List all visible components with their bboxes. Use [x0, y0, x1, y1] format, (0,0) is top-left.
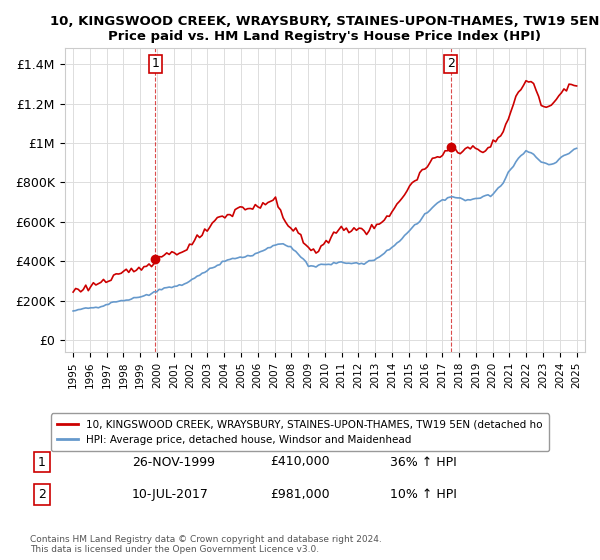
Text: 10% ↑ HPI: 10% ↑ HPI	[390, 488, 457, 501]
Text: 10-JUL-2017: 10-JUL-2017	[132, 488, 209, 501]
Text: 26-NOV-1999: 26-NOV-1999	[132, 455, 215, 469]
Text: 1: 1	[38, 455, 46, 469]
Text: 2: 2	[38, 488, 46, 501]
Text: £981,000: £981,000	[270, 488, 329, 501]
Text: Contains HM Land Registry data © Crown copyright and database right 2024.
This d: Contains HM Land Registry data © Crown c…	[30, 535, 382, 554]
Text: 1: 1	[151, 57, 159, 70]
Title: 10, KINGSWOOD CREEK, WRAYSBURY, STAINES-UPON-THAMES, TW19 5EN
Price paid vs. HM : 10, KINGSWOOD CREEK, WRAYSBURY, STAINES-…	[50, 15, 599, 43]
Text: 2: 2	[447, 57, 455, 70]
Text: £410,000: £410,000	[270, 455, 329, 469]
Legend: 10, KINGSWOOD CREEK, WRAYSBURY, STAINES-UPON-THAMES, TW19 5EN (detached ho, HPI:: 10, KINGSWOOD CREEK, WRAYSBURY, STAINES-…	[51, 413, 549, 451]
Text: 36% ↑ HPI: 36% ↑ HPI	[390, 455, 457, 469]
